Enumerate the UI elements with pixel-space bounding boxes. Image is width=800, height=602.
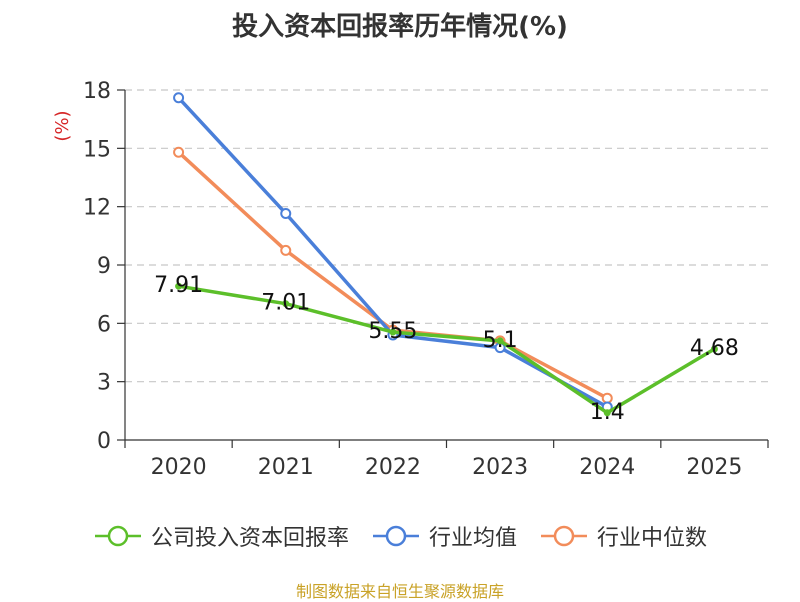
data-label-company: 1.4 — [590, 400, 625, 425]
legend-label-industry-avg: 行业均值 — [428, 526, 517, 551]
series-line-industry_avg — [177, 96, 609, 409]
y-axis-unit-label: (%) — [52, 110, 73, 141]
data-point-company[interactable] — [282, 300, 290, 308]
legend-swatch-industry-avg — [372, 525, 419, 547]
y-tick-label: 18 — [83, 79, 111, 104]
data-point-company[interactable] — [710, 345, 718, 353]
data-point-industry_median[interactable] — [173, 146, 185, 158]
data-point-industry_median[interactable] — [280, 244, 292, 256]
data-point-company[interactable] — [175, 282, 183, 290]
line-chart: 0 3 6 9 12 15 18 (%) 2020 2021 2022 2023 2024 2025 7.… — [52, 79, 769, 480]
data-point-company[interactable] — [389, 328, 397, 336]
data-point-industry_avg[interactable] — [173, 92, 185, 104]
data-point-industry_avg[interactable] — [280, 207, 292, 219]
x-tick-label: 2025 — [686, 455, 742, 480]
data-label-company: 5.55 — [368, 319, 417, 344]
y-tick-label: 6 — [97, 312, 111, 337]
axes: 0 3 6 9 12 15 18 (%) 2020 2021 2022 2023 2024 2025 — [52, 79, 769, 480]
series-line-company — [178, 284, 716, 415]
chart-title: 投入资本回报率历年情况(%) — [232, 12, 568, 42]
y-tick-label: 9 — [97, 254, 111, 279]
data-source-footer: 制图数据来自恒生聚源数据库 — [295, 582, 504, 601]
data-point-company[interactable] — [496, 337, 504, 345]
legend-swatch-industry-median — [541, 525, 587, 547]
legend-swatch-company — [94, 525, 141, 547]
legend-item-industry-avg[interactable]: 行业均值 — [371, 520, 517, 552]
legend-label-industry-median: 行业中位数 — [597, 526, 708, 551]
legend-item-company[interactable]: 公司投入资本回报率 — [93, 520, 349, 552]
data-label-company: 5.1 — [483, 328, 518, 353]
data-label-company: 7.01 — [261, 291, 310, 316]
y-tick-label: 0 — [97, 429, 111, 454]
legend-item-industry-median[interactable]: 行业中位数 — [539, 520, 707, 552]
data-label-company: 4.68 — [690, 336, 739, 361]
data-label-company: 7.91 — [154, 273, 203, 298]
x-tick-label: 2021 — [258, 455, 314, 480]
series-line-industry_median — [177, 150, 609, 400]
y-tick-label: 12 — [83, 196, 111, 221]
x-tick-label: 2022 — [365, 455, 421, 480]
y-tick-label: 3 — [97, 371, 111, 396]
legend-label-company: 公司投入资本回报率 — [150, 526, 349, 551]
x-tick-label: 2024 — [579, 455, 635, 480]
data-point-company[interactable] — [603, 409, 611, 417]
data-labels: 7.91 7.01 5.55 5.1 1.4 4.68 — [154, 273, 739, 425]
y-tick-label: 15 — [83, 137, 111, 162]
x-tick-label: 2023 — [472, 455, 528, 480]
x-tick-label: 2020 — [151, 455, 207, 480]
legend: 公司投入资本回报率 行业均值 行业中位数 — [0, 520, 800, 552]
series — [173, 92, 718, 417]
